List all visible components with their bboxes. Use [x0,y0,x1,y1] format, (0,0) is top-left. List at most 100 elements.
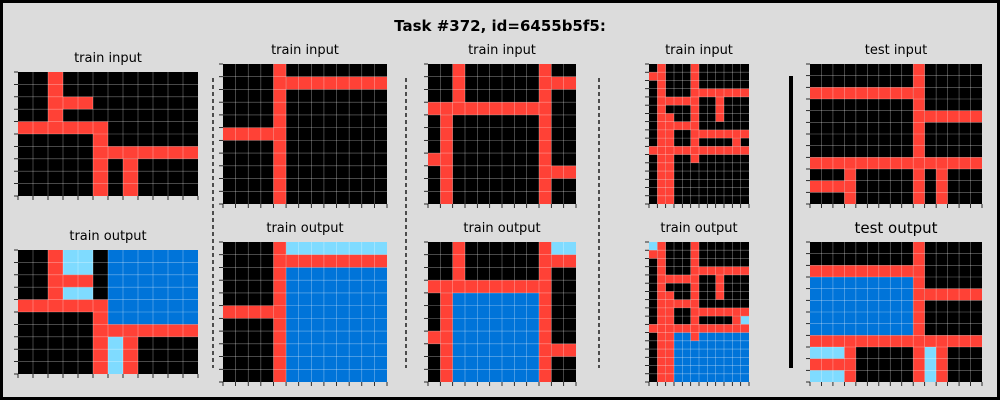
cell-block [810,180,845,193]
cell-block [48,250,63,312]
grid-test-input [806,63,983,208]
grid-train-3-input [424,63,577,208]
separator-dashed-2 [405,78,407,368]
cell-block [428,153,441,166]
cell-block [649,146,749,155]
cell-block [844,169,856,204]
cell-block [810,347,845,359]
cell-block [924,110,982,123]
label-train-1-input: train input [74,51,142,66]
figure-title: Task #372, id=6455b5f5: [394,17,606,35]
cell-block [690,242,699,341]
cell-block [440,114,453,204]
cell-block [63,274,93,288]
cell-block [649,250,658,259]
cell-block [657,242,666,382]
cell-block [924,288,982,301]
cell-block [732,138,741,147]
label-test-input: test input [864,43,928,58]
cell-block [551,254,576,268]
cell-block [108,146,198,159]
label-train-4-output: train output [660,221,738,236]
label-train-3-output: train output [463,221,541,236]
cell-block [665,113,674,204]
cell-block [924,347,937,382]
cell-block [844,347,856,382]
cell-block [273,242,287,382]
cell-block [674,332,749,382]
cell-block [699,307,749,317]
cell-block [223,305,274,319]
cell-block [936,347,948,382]
cell-block [286,267,387,382]
cell-block [428,280,552,293]
cell-block [551,242,576,255]
cell-block [551,165,576,179]
separator-solid-test [789,76,793,368]
cell-block [715,96,724,122]
cell-block [273,64,287,204]
label-train-2-output: train output [266,221,344,236]
cell-block [810,370,845,382]
cell-block [551,343,576,357]
cell-block [18,121,108,134]
cell-block [810,265,914,277]
cell-block [699,266,749,275]
cell-block [649,242,658,251]
cell-block [93,121,108,196]
cell-block [649,72,658,81]
cell-block [665,274,691,284]
cell-block [913,242,925,382]
label-train-2-input: train input [271,43,339,58]
grid-train-2-output [219,241,388,386]
cell-block [539,64,552,204]
cell-block [539,242,552,382]
separator-dashed-1 [212,78,214,368]
cell-block [936,169,948,204]
cell-block [440,292,453,382]
cell-block [286,242,387,255]
cell-block [810,277,914,336]
cell-block [93,299,108,374]
separator-dashed-3 [598,78,600,368]
cell-block [657,64,666,204]
cell-block [286,76,387,90]
label-train-3-input: train input [468,43,536,58]
cell-block [913,64,925,204]
cell-block [810,87,914,99]
cell-block [699,88,749,97]
cell-block [665,96,691,106]
cell-block [810,157,982,169]
grid-train-4-input [645,63,750,208]
cell-block [649,324,749,333]
grid-train-3-output [424,241,577,386]
cell-block [690,64,699,163]
cell-block [108,324,198,337]
cell-block [48,72,63,134]
cell-block [108,336,123,374]
grid-train-1-output [14,249,199,378]
cell-block [428,331,441,344]
cell-block [810,358,845,371]
cell-block [18,299,108,312]
cell-block [63,96,93,110]
cell-block [108,250,198,325]
label-train-4-input: train input [665,43,733,58]
grid-test-output [806,241,983,386]
grid-train-2-input [219,63,388,208]
cell-block [665,299,691,308]
cell-block [810,335,982,347]
cell-block [123,336,138,374]
cell-block [699,129,749,139]
cell-block [223,127,274,141]
cell-block [452,242,465,293]
cell-block [665,291,674,382]
cell-block [551,76,576,90]
grid-train-4-output [645,241,750,386]
cell-block [715,274,724,300]
cell-block [665,121,691,130]
label-train-1-output: train output [69,229,147,244]
cell-block [452,292,539,382]
cell-block [63,250,93,275]
cell-block [123,158,138,196]
